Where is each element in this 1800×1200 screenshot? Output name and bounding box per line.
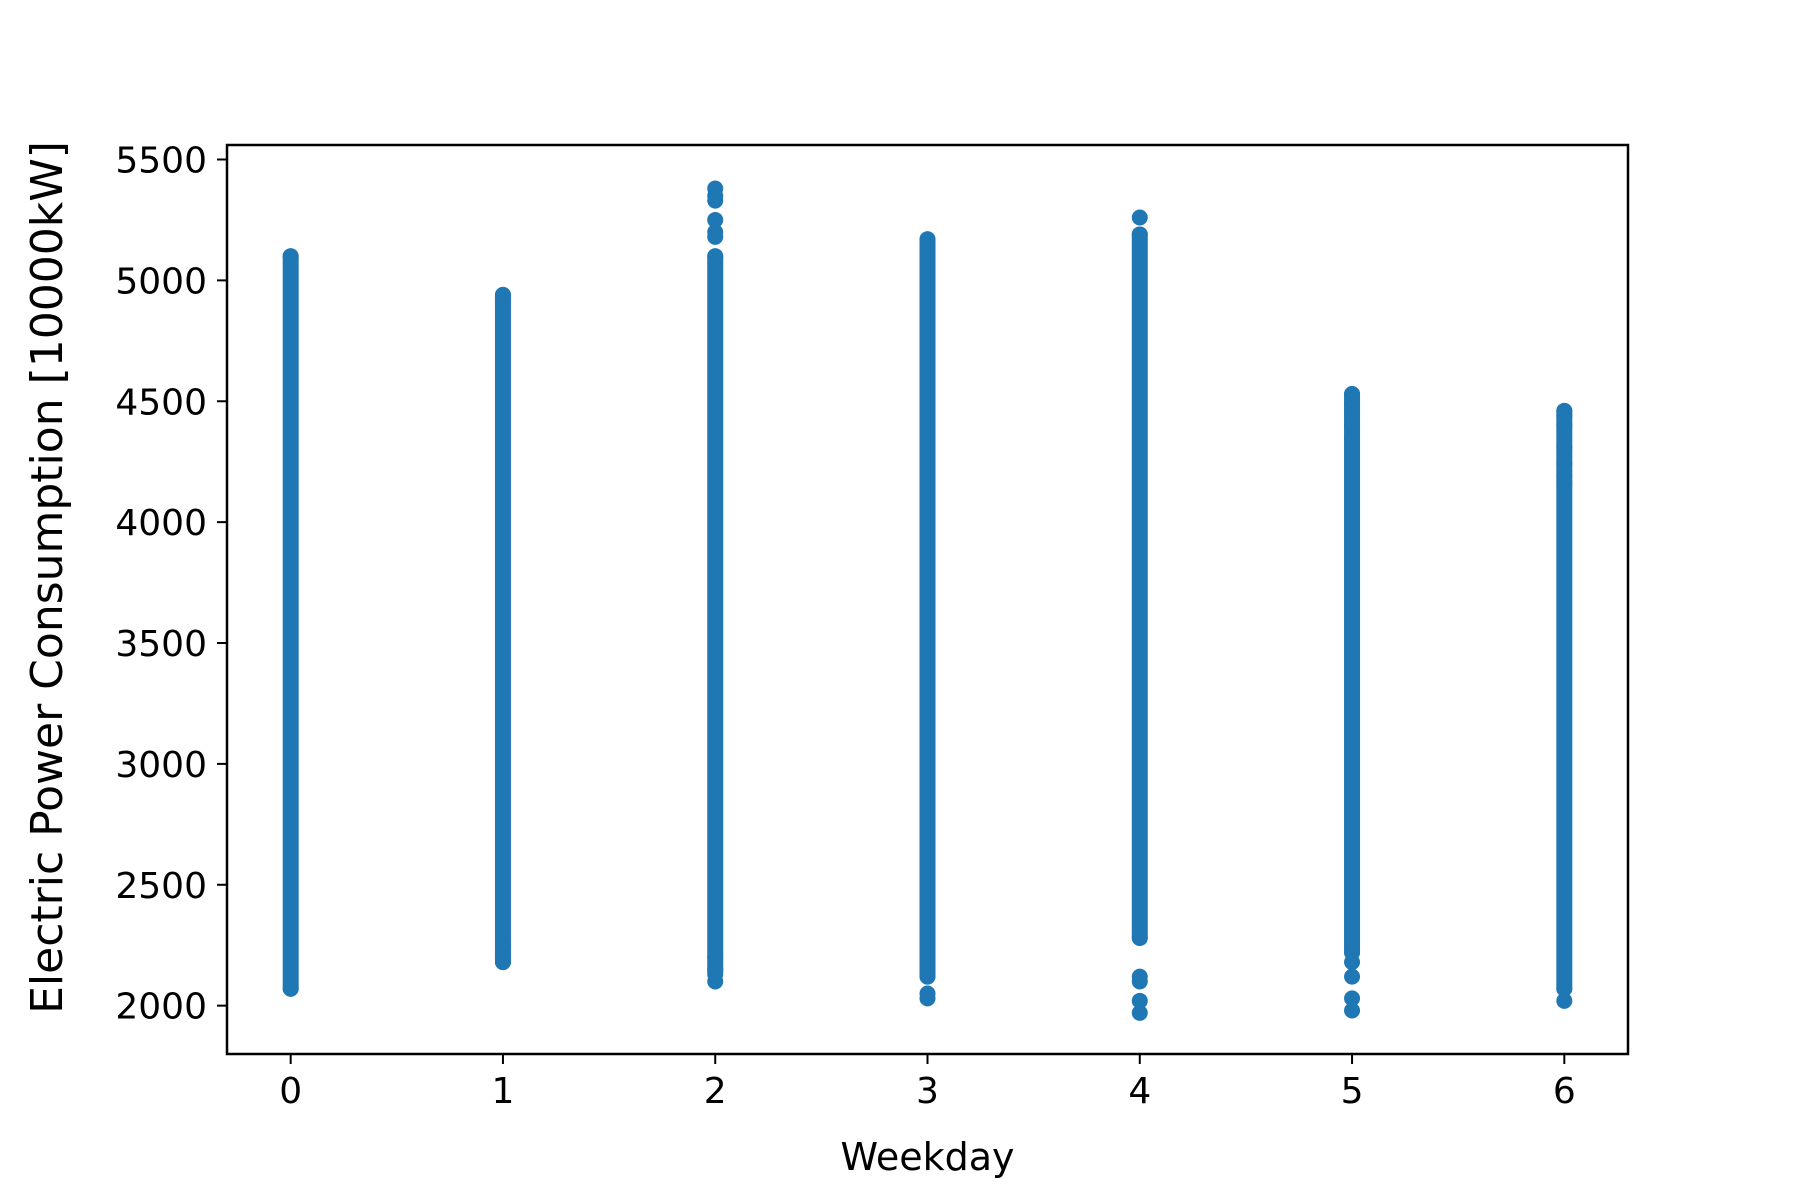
x-tick-label: 0 [279,1071,302,1112]
y-tick-label: 2500 [115,866,207,907]
scatter-point [707,180,724,197]
x-tick-label: 3 [916,1071,939,1112]
scatter-point [1344,429,1361,446]
scatter-point [1131,929,1148,946]
marker-band-weekday-6 [1556,402,1573,997]
marker-band-weekday-1 [494,286,511,971]
scatter-point [1344,1002,1361,1019]
y-tick-label: 5500 [115,141,207,182]
scatter-point [919,985,936,1002]
marker-band-weekday-4 [1131,226,1148,946]
x-tick-label: 6 [1553,1071,1576,1112]
scatter-point [1556,980,1573,997]
scatter-point [1131,209,1148,226]
marker-band-weekday-5 [1344,386,1361,961]
scatter-point [282,980,299,997]
scatter-point [707,961,724,978]
scatter-point [707,211,724,228]
plot-area [282,180,1573,1021]
scatter-point [1556,992,1573,1009]
y-tick-label: 3500 [115,624,207,665]
x-tick-label: 2 [704,1071,727,1112]
scatter-point [1344,417,1361,434]
y-tick-label: 4500 [115,382,207,423]
plot-frame [225,143,1630,1056]
scatter-point [707,973,724,990]
x-tick-label: 1 [492,1071,515,1112]
scatter-point [1344,386,1361,403]
scatter-point [494,937,511,954]
scatter-point [1131,968,1148,985]
y-axis-label: Electric Power Consumption [10000kW] [22,141,73,1014]
scatter-point [1556,402,1573,419]
x-tick-label: 5 [1341,1071,1364,1112]
scatter-point [919,231,936,248]
scatter-point [707,248,724,265]
scatter-point [1556,468,1573,485]
y-tick-label: 4000 [115,503,207,544]
x-axis-label: Weekday [840,1135,1014,1179]
scatter-point [1556,439,1573,456]
x-tick-label: 4 [1128,1071,1151,1112]
y-tick-label: 3000 [115,745,207,786]
scatter-point [1131,992,1148,1009]
y-tick-label: 5000 [115,261,207,302]
axis-ticks: 0 1 2 3 4 5 6 2000 2500 3000 3500 4000 4500 5000 5500 [115,141,1575,1112]
marker-band-weekday-2 [707,248,724,983]
marker-band-weekday-3 [919,231,936,985]
scatter-point [1344,968,1361,985]
scatter-point [494,286,511,303]
scatter-point [1556,456,1573,473]
scatter-point [1131,226,1148,243]
scatter-point [1131,1004,1148,1021]
scatter-point [707,224,724,241]
scatter-point [1344,990,1361,1007]
scatter-point [919,968,936,985]
marker-band-weekday-0 [282,248,299,997]
scatter-point [707,949,724,966]
y-tick-label: 2000 [115,987,207,1028]
scatter-point [919,942,936,959]
scatter-point [282,248,299,265]
scatter-point [919,954,936,971]
scatter-point [1344,944,1361,961]
